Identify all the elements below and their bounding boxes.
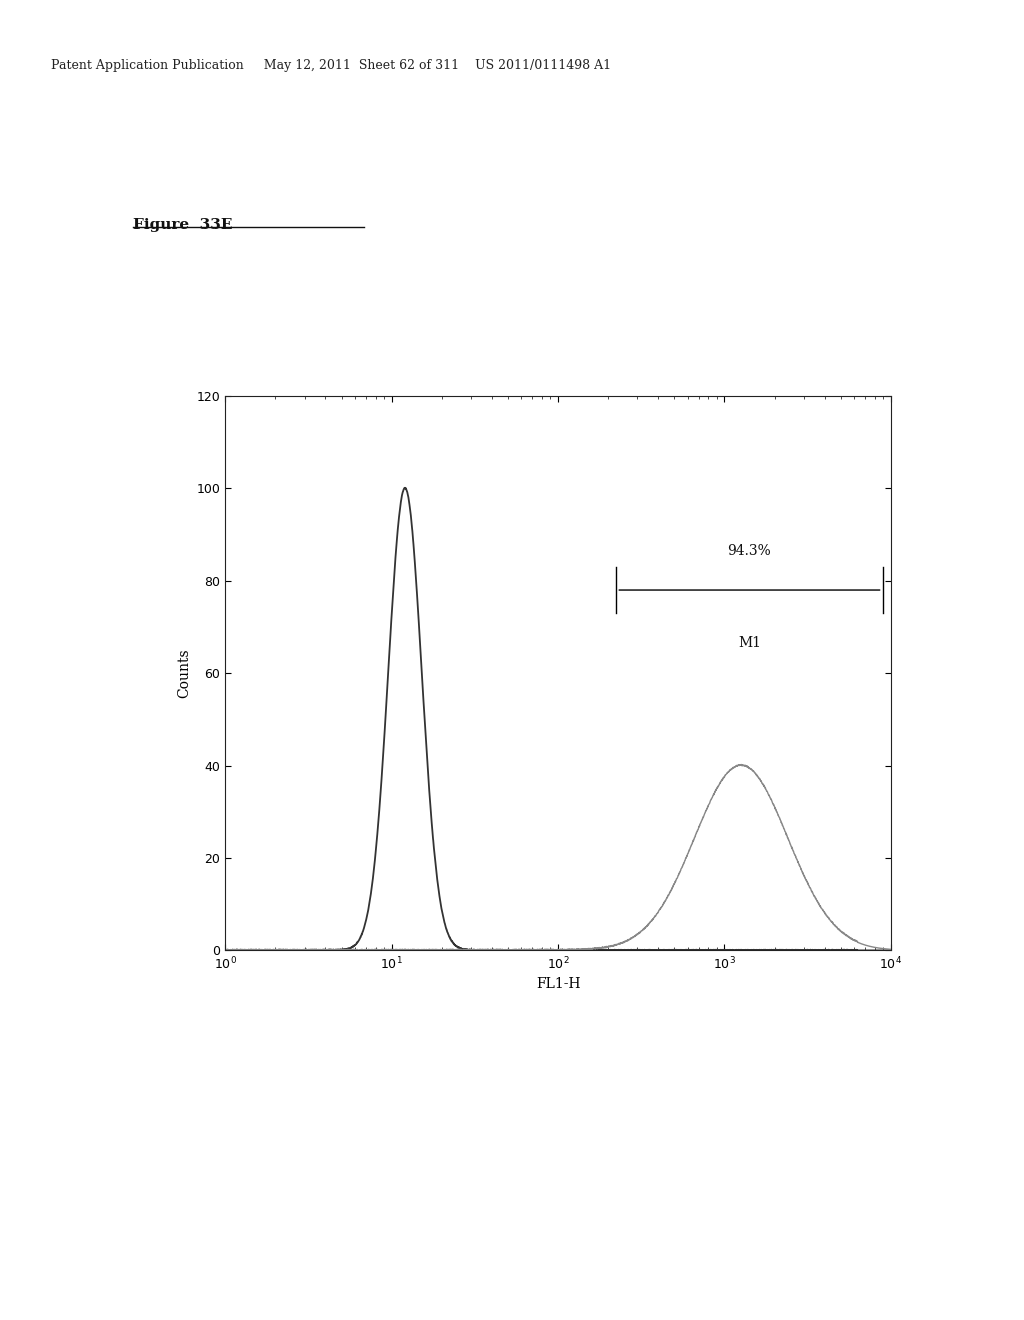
Text: 94.3%: 94.3%: [728, 544, 771, 557]
Y-axis label: Counts: Counts: [177, 648, 191, 698]
X-axis label: FL1-H: FL1-H: [536, 977, 581, 991]
Text: M1: M1: [738, 636, 761, 651]
Text: Patent Application Publication     May 12, 2011  Sheet 62 of 311    US 2011/0111: Patent Application Publication May 12, 2…: [51, 59, 611, 73]
Text: Figure  33E: Figure 33E: [133, 218, 232, 232]
